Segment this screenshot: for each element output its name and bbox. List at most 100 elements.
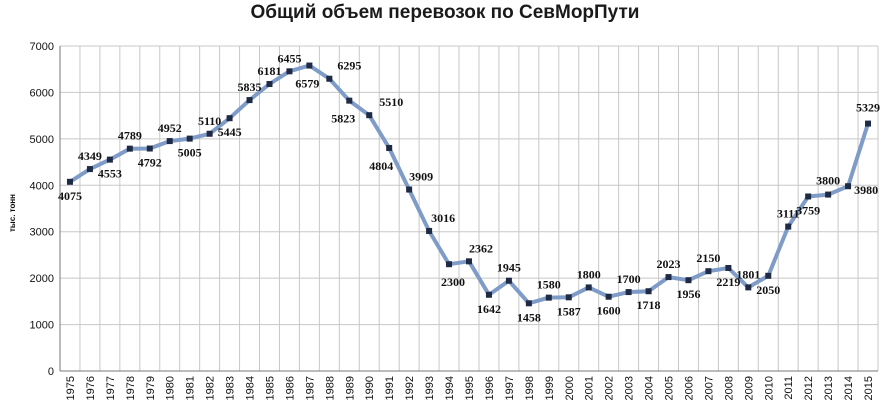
x-tick-label: 1982	[205, 376, 217, 400]
x-tick-label: 2000	[564, 376, 576, 400]
data-point	[605, 293, 612, 300]
data-label: 2150	[696, 251, 720, 265]
x-tick-label: 1980	[165, 376, 177, 400]
data-label: 1718	[637, 298, 661, 312]
y-tick-label: 2000	[30, 273, 54, 285]
x-tick-label: 2005	[664, 376, 676, 400]
data-label: 6295	[337, 59, 361, 73]
x-tick-label: 1975	[65, 376, 77, 400]
x-tick-label: 1976	[85, 376, 97, 400]
data-point	[366, 112, 373, 119]
x-tick-label: 1992	[404, 376, 416, 400]
data-point	[645, 288, 652, 295]
data-label: 1801	[736, 267, 760, 281]
data-point	[845, 183, 852, 190]
data-point	[665, 274, 672, 281]
data-label: 1600	[597, 304, 621, 318]
data-point	[565, 294, 572, 301]
data-point	[545, 294, 552, 301]
x-tick-label: 2006	[683, 376, 695, 400]
x-tick-label: 2002	[604, 376, 616, 400]
data-label: 5329	[856, 101, 880, 115]
x-tick-label: 1998	[524, 376, 536, 400]
x-tick-label: 2004	[644, 376, 656, 400]
x-tick-label: 1996	[484, 376, 496, 400]
x-tick-label: 1993	[424, 376, 436, 400]
data-label: 6455	[277, 51, 301, 65]
data-point	[346, 97, 353, 104]
x-tick-label: 1999	[544, 376, 556, 400]
data-point	[825, 191, 832, 198]
data-label: 5445	[218, 125, 242, 139]
data-point	[865, 120, 872, 127]
x-tick-label: 1984	[245, 376, 257, 400]
data-point	[146, 145, 153, 152]
y-tick-label: 0	[48, 366, 54, 378]
data-label: 1800	[577, 267, 601, 281]
data-label: 1945	[497, 261, 521, 275]
data-label: 2023	[657, 257, 681, 271]
grid	[59, 45, 879, 372]
data-label: 2050	[756, 283, 780, 297]
data-label: 4804	[369, 159, 393, 173]
data-point	[426, 227, 433, 234]
data-label: 3800	[816, 174, 840, 188]
data-point	[705, 268, 712, 275]
markers	[66, 62, 872, 307]
x-tick-label: 2009	[743, 376, 755, 400]
data-label: 1458	[517, 310, 541, 324]
x-tick-label: 1977	[105, 376, 117, 400]
data-point	[805, 193, 812, 200]
y-tick-label: 7000	[30, 41, 54, 53]
data-label: 1587	[557, 304, 581, 318]
data-point	[785, 223, 792, 230]
x-tick-label: 1983	[225, 376, 237, 400]
data-label: 3909	[409, 170, 433, 184]
data-label: 6181	[257, 64, 281, 78]
data-label: 4792	[138, 156, 162, 170]
data-point	[166, 138, 173, 145]
data-label: 4952	[158, 121, 182, 135]
data-point	[86, 166, 93, 173]
data-point	[466, 258, 472, 265]
data-label: 3759	[796, 203, 820, 217]
data-point	[326, 75, 333, 82]
data-point	[266, 81, 273, 88]
x-tick-label: 1991	[384, 376, 396, 400]
y-tick-label: 3000	[30, 227, 54, 239]
data-point	[745, 284, 752, 291]
data-label: 3111	[777, 207, 800, 221]
data-point	[66, 178, 73, 185]
x-tick-label: 1979	[145, 376, 157, 400]
data-point	[226, 115, 233, 122]
data-point	[206, 130, 213, 137]
y-tick-label: 1000	[30, 320, 54, 332]
x-tick-label: 2001	[584, 376, 596, 400]
data-label: 5510	[379, 95, 403, 109]
x-tick-label: 2011	[783, 376, 795, 400]
data-point	[485, 291, 492, 298]
data-label: 5110	[198, 114, 221, 128]
x-tick-label: 1994	[444, 376, 456, 400]
data-point	[106, 156, 113, 163]
data-point	[505, 277, 512, 284]
data-label: 5005	[178, 146, 202, 160]
data-label: 1956	[676, 287, 700, 301]
data-label: 2362	[469, 241, 493, 255]
x-tick-label: 1990	[364, 376, 376, 400]
x-tick-label: 2013	[823, 376, 835, 400]
chart-title: Общий объем перевозок по СевМорПути	[250, 2, 640, 23]
data-point	[186, 135, 193, 142]
y-tick-label: 6000	[30, 87, 54, 99]
data-point	[386, 144, 393, 151]
x-tick-label: 1995	[464, 376, 476, 400]
x-tick-label: 1978	[125, 376, 137, 400]
x-tick-label: 1985	[264, 376, 276, 400]
data-label: 4789	[118, 129, 142, 143]
data-label: 4349	[78, 149, 102, 163]
data-label: 1642	[477, 302, 501, 316]
x-tick-label: 2007	[703, 376, 715, 400]
x-tick-label: 2015	[863, 376, 875, 400]
data-point	[126, 145, 133, 152]
